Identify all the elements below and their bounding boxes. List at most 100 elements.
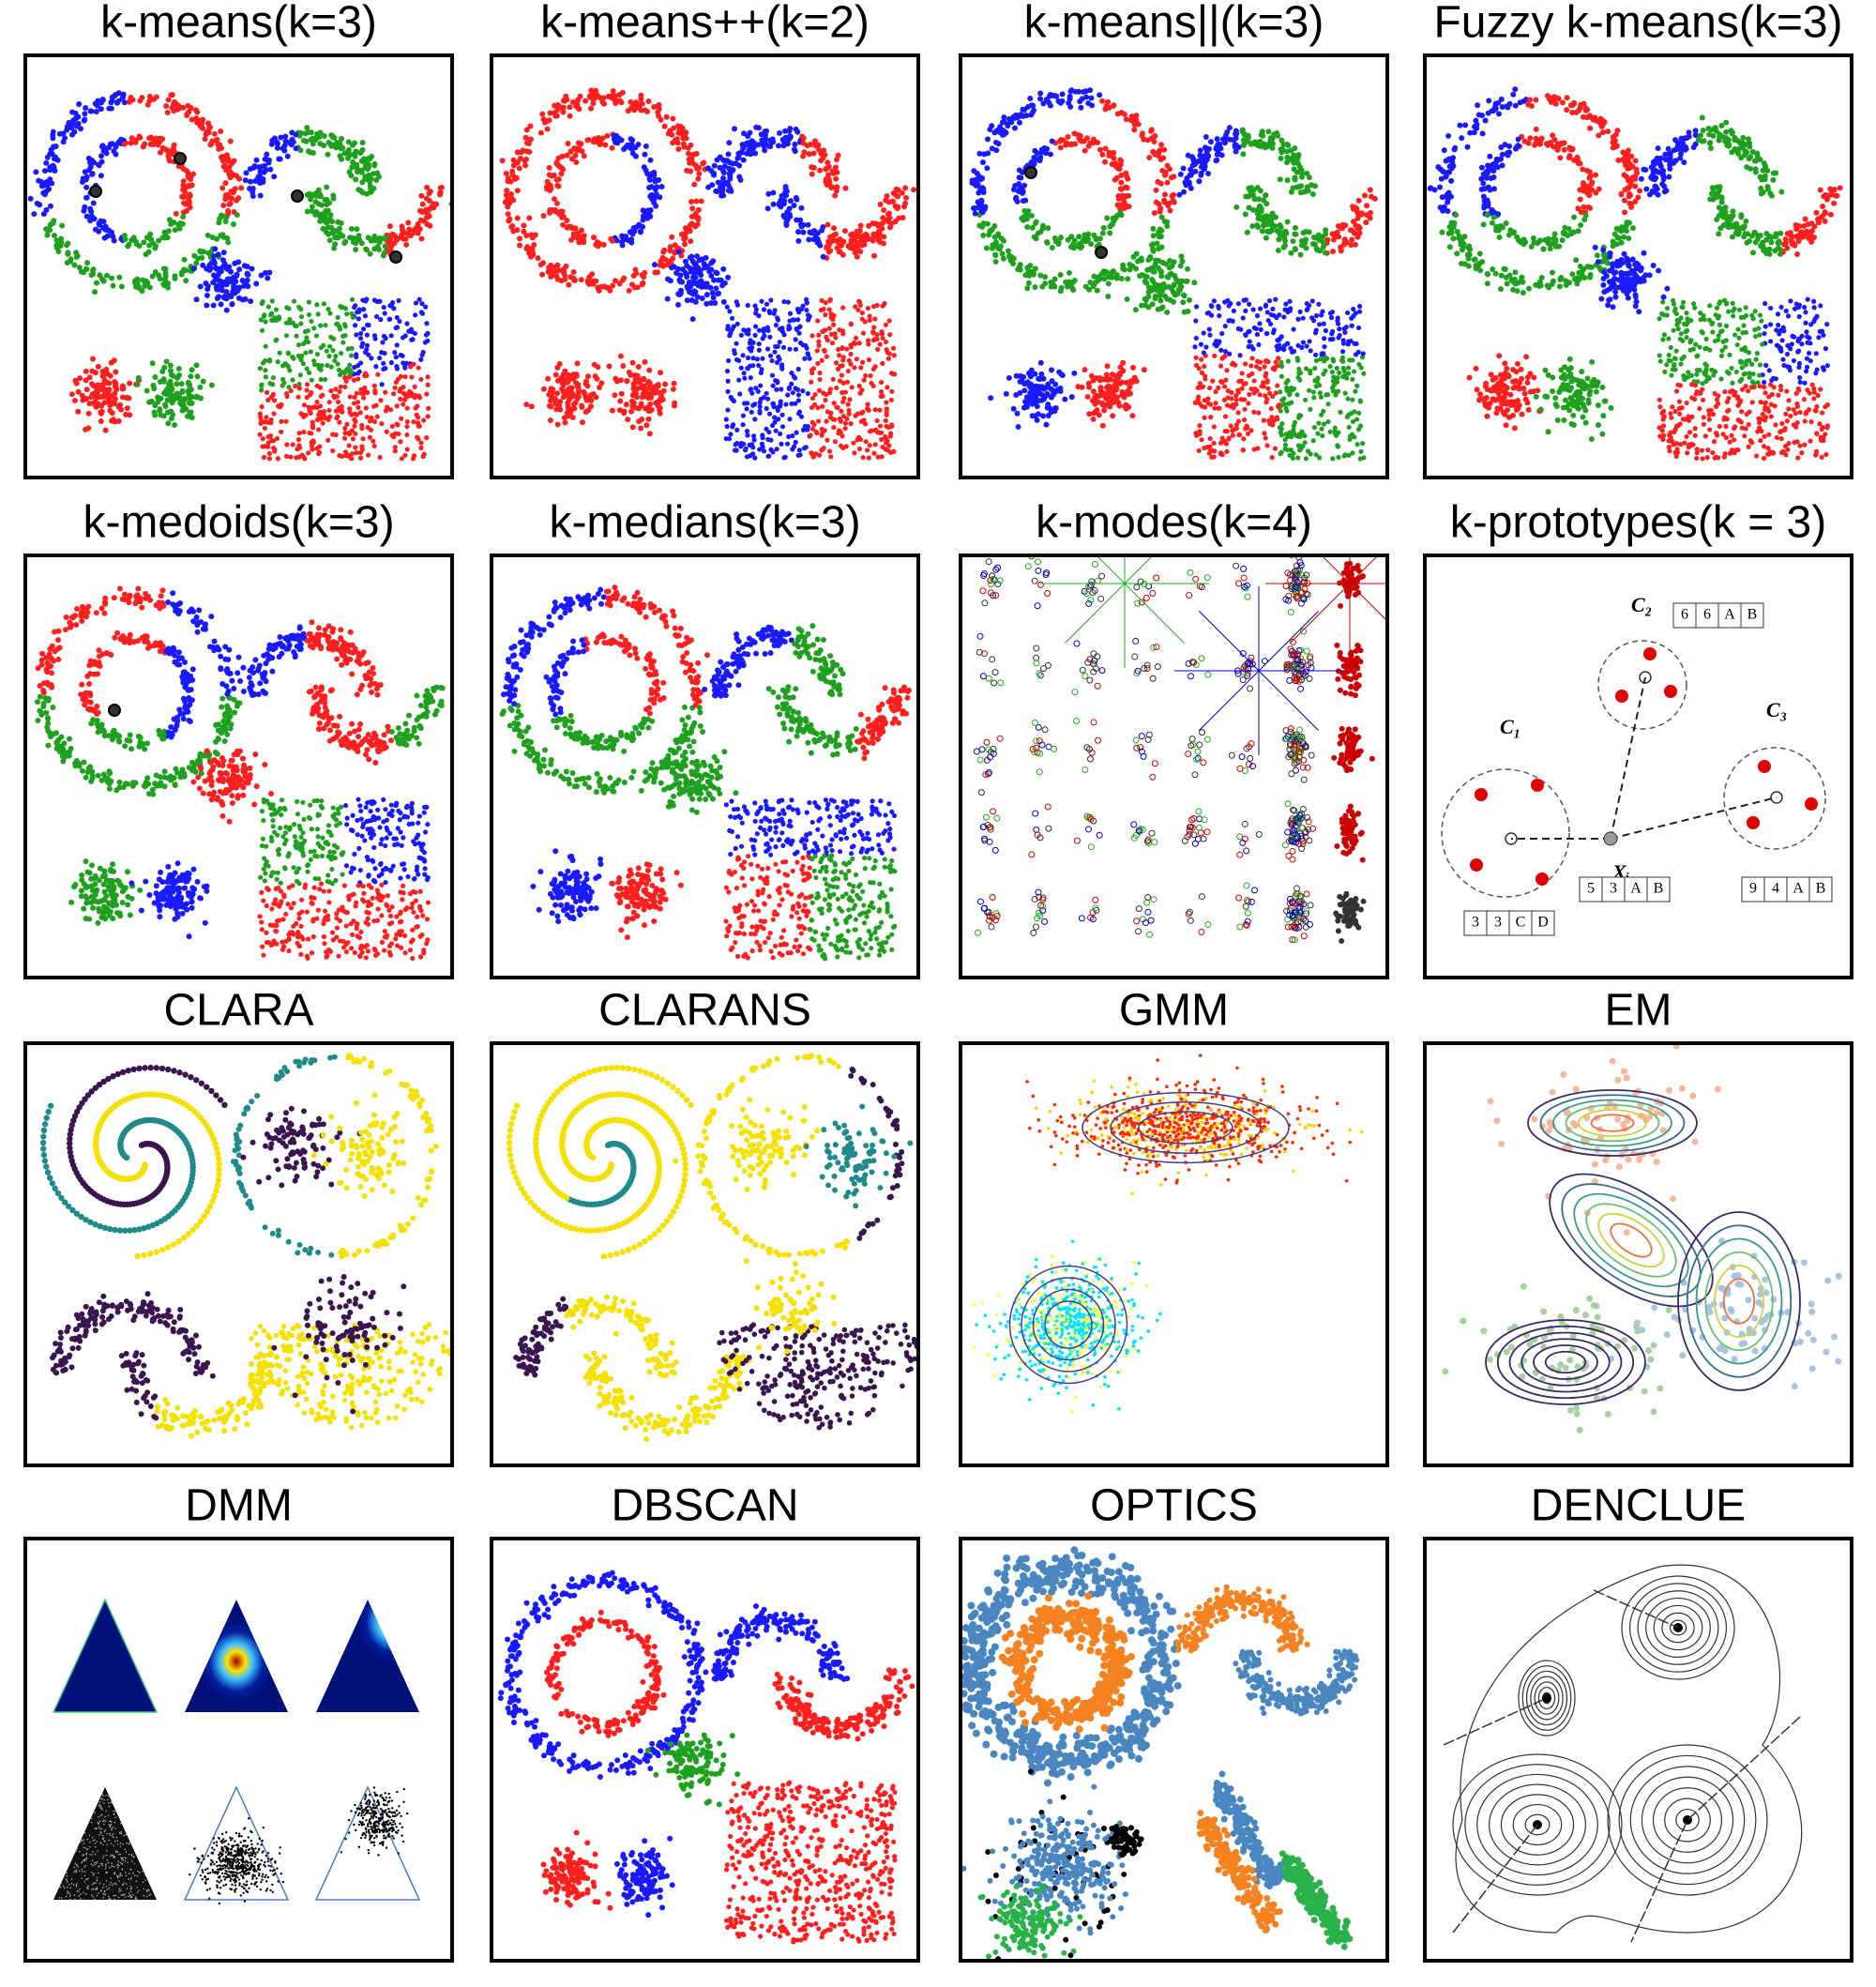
point xyxy=(1177,171,1184,177)
point xyxy=(191,252,198,259)
point xyxy=(853,413,858,418)
point xyxy=(740,413,747,418)
point xyxy=(575,97,582,103)
point xyxy=(330,192,337,199)
point xyxy=(628,145,635,152)
point xyxy=(1244,229,1250,235)
point xyxy=(275,403,281,409)
point xyxy=(818,227,825,234)
point xyxy=(795,398,802,403)
point xyxy=(1127,117,1134,124)
point xyxy=(628,408,635,415)
point xyxy=(409,374,415,380)
panel-title: k-means||(k=3) xyxy=(1024,0,1324,48)
point xyxy=(764,301,770,307)
point xyxy=(793,386,798,391)
point xyxy=(1181,309,1188,315)
point xyxy=(1219,330,1225,337)
point xyxy=(76,100,83,107)
point xyxy=(684,297,690,304)
point xyxy=(779,366,785,372)
point xyxy=(1310,234,1317,240)
point xyxy=(1270,422,1276,428)
point xyxy=(883,440,889,446)
point xyxy=(186,197,192,204)
point xyxy=(93,108,99,114)
point xyxy=(662,381,669,387)
point xyxy=(1141,367,1147,373)
point xyxy=(179,388,186,395)
point xyxy=(392,431,398,436)
point xyxy=(146,93,153,99)
point xyxy=(1086,384,1093,390)
point xyxy=(878,389,885,395)
point xyxy=(1303,397,1309,402)
point xyxy=(367,182,373,189)
point xyxy=(309,439,314,446)
point xyxy=(693,198,700,205)
point xyxy=(796,447,803,453)
point xyxy=(1334,229,1340,235)
point xyxy=(314,302,320,308)
point xyxy=(219,185,226,191)
point xyxy=(1212,448,1218,454)
point xyxy=(325,306,331,312)
point xyxy=(806,352,811,357)
point xyxy=(671,264,677,270)
point xyxy=(1176,191,1183,198)
point xyxy=(336,405,342,411)
point xyxy=(560,221,567,228)
point xyxy=(190,265,197,272)
point xyxy=(130,235,137,241)
point xyxy=(1356,309,1363,314)
point xyxy=(767,334,773,340)
point xyxy=(539,271,546,278)
point xyxy=(184,112,190,118)
point xyxy=(1091,281,1097,288)
point xyxy=(321,143,327,149)
point xyxy=(598,283,604,290)
point xyxy=(1322,336,1327,341)
point xyxy=(629,231,636,237)
panel-content xyxy=(499,87,916,461)
point xyxy=(766,429,772,435)
point xyxy=(1181,189,1188,195)
point xyxy=(642,151,648,158)
point xyxy=(1288,345,1294,351)
point xyxy=(1258,306,1263,311)
point xyxy=(1148,242,1155,249)
point xyxy=(567,113,573,119)
point xyxy=(416,395,423,401)
point xyxy=(1133,265,1140,272)
point xyxy=(401,385,406,390)
point xyxy=(800,135,807,142)
point xyxy=(1130,253,1137,260)
point xyxy=(669,131,675,138)
point xyxy=(112,396,118,402)
point xyxy=(1021,387,1028,394)
point xyxy=(1124,174,1130,180)
point xyxy=(745,302,750,309)
point xyxy=(609,144,615,151)
point xyxy=(386,316,392,323)
point xyxy=(1331,374,1337,380)
point xyxy=(222,196,229,203)
point xyxy=(838,430,843,435)
point xyxy=(640,390,646,397)
point xyxy=(1309,190,1316,197)
point xyxy=(291,356,296,361)
point xyxy=(1105,281,1112,287)
point xyxy=(856,341,862,346)
point xyxy=(784,441,791,447)
point xyxy=(755,142,762,148)
point xyxy=(1017,372,1023,379)
point xyxy=(1161,191,1168,198)
point xyxy=(875,237,882,244)
point xyxy=(809,426,816,432)
point xyxy=(284,393,290,400)
point xyxy=(1016,264,1022,270)
point xyxy=(881,234,887,240)
point xyxy=(505,204,511,210)
point xyxy=(995,141,1002,147)
